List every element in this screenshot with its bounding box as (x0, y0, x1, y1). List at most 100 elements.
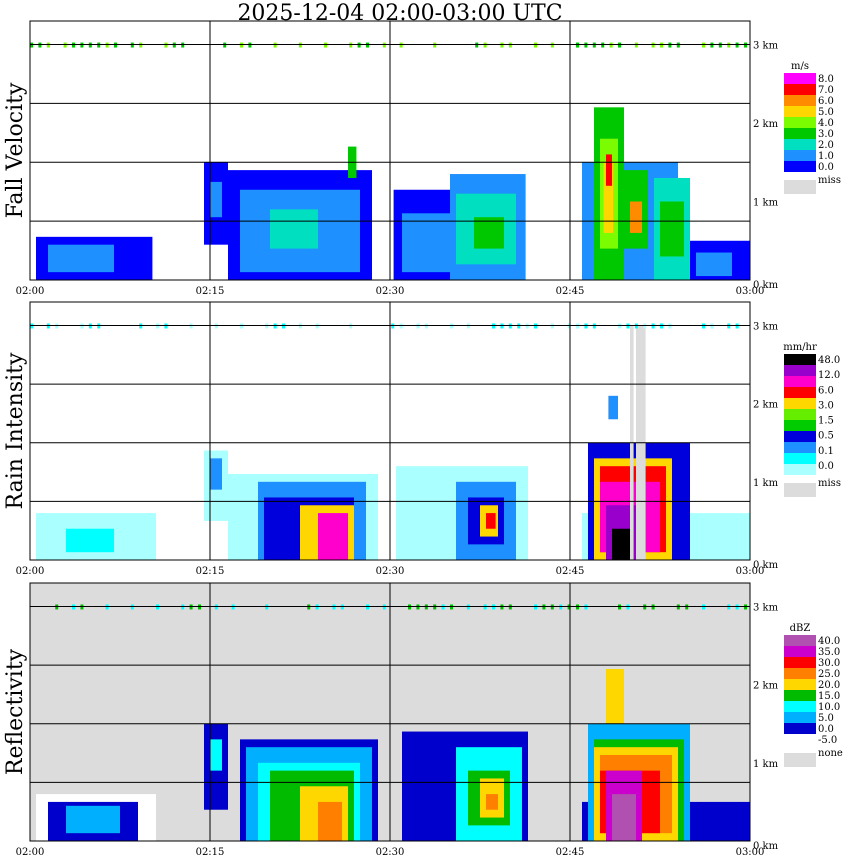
legend-swatch (784, 464, 816, 475)
legend-level-label: 20.0 (818, 680, 840, 691)
legend-level-label: 3.0 (818, 400, 834, 411)
legend: m/s 8.07.06.05.04.03.02.01.00.0 miss (784, 61, 841, 194)
legend-level-label: 1.5 (818, 416, 834, 427)
legend-swatch (784, 376, 816, 387)
legend-swatch (784, 431, 816, 442)
legend-swatch (784, 442, 816, 453)
legend-swatch (784, 128, 816, 139)
legend-level-label: 0.0 (818, 461, 834, 472)
panel-frame (29, 582, 751, 842)
legend-swatch (784, 635, 816, 646)
data-cell (474, 217, 504, 249)
legend-level-label: 6.0 (818, 385, 834, 396)
legend-level-label: 40.0 (818, 636, 840, 647)
legend-level-label: 8.0 (818, 74, 834, 85)
y-tick-label: 1 km (753, 198, 779, 209)
data-cell (612, 794, 636, 841)
x-tick-label: 02:00 (16, 847, 45, 858)
y-axis-label: Reflectivity (3, 648, 28, 775)
legend: dBZ 40.035.030.025.020.015.010.05.00.0-5.… (784, 623, 843, 767)
y-tick-label: 3 km (753, 602, 779, 613)
legend-swatch (784, 95, 816, 106)
y-tick-label: 2 km (753, 119, 779, 130)
legend-missing-swatch (784, 483, 816, 497)
legend-level-label: 0.0 (818, 724, 834, 735)
legend-level-label: 30.0 (818, 658, 840, 669)
data-cell (606, 669, 624, 724)
legend-unit: dBZ (790, 623, 811, 634)
x-tick-label: 03:00 (736, 286, 765, 297)
data-cell (603, 162, 614, 233)
x-tick-label: 02:15 (196, 847, 225, 858)
x-tick-label: 02:45 (556, 566, 585, 577)
legend-swatch (784, 150, 816, 161)
y-tick-label: 2 km (753, 400, 779, 411)
legend-swatch (784, 657, 816, 668)
x-tick-label: 02:15 (196, 286, 225, 297)
legend-level-label: 12.0 (818, 370, 840, 381)
legend-swatch (784, 117, 816, 128)
legend-swatch (784, 354, 816, 365)
legend-unit: mm/hr (783, 342, 817, 353)
legend-level-label: 2.0 (818, 140, 834, 151)
data-cell (210, 458, 222, 490)
legend-level-label: -5.0 (818, 735, 837, 746)
legend-level-label: 7.0 (818, 85, 834, 96)
y-tick-label: 1 km (753, 478, 779, 489)
legend-missing-label: miss (818, 478, 841, 489)
data-cell (486, 513, 496, 529)
data-cell (486, 794, 498, 810)
legend-swatch (784, 453, 816, 464)
legend-missing-swatch (784, 180, 816, 194)
x-tick-label: 02:30 (376, 566, 405, 577)
data-cell (660, 201, 684, 257)
y-tick-label: 3 km (753, 321, 779, 332)
legend-swatch (784, 712, 816, 723)
legend-swatch (784, 701, 816, 712)
legend-level-label: 48.0 (818, 355, 840, 366)
legend-level-label: 1.0 (818, 151, 834, 162)
legend-swatch (784, 106, 816, 117)
data-cell (66, 805, 120, 834)
y-tick-label: 3 km (753, 41, 779, 52)
y-tick-label: 0 km (753, 841, 779, 852)
y-tick-label: 0 km (753, 560, 779, 571)
legend-level-label: 6.0 (818, 96, 834, 107)
data-cell (318, 513, 348, 560)
legend-swatch (784, 690, 816, 701)
data-cell (612, 528, 630, 560)
data-cell (48, 244, 114, 273)
y-tick-label: 2 km (753, 681, 779, 692)
panel-1: 02:00 02:15 02:30 02:45 03:000 km 1 km 2 km 3 k… (3, 20, 841, 297)
legend-unit: m/s (791, 61, 809, 72)
data-cell (608, 395, 618, 420)
legend-swatch (784, 679, 816, 690)
x-tick-label: 03:00 (736, 847, 765, 858)
legend-swatch (784, 398, 816, 409)
x-tick-label: 02:45 (556, 286, 585, 297)
legend-swatch (784, 365, 816, 376)
legend-level-label: 10.0 (818, 702, 840, 713)
x-tick-label: 02:15 (196, 566, 225, 577)
legend-swatch (784, 84, 816, 95)
legend-level-label: 25.0 (818, 669, 840, 680)
legend-swatch (784, 161, 816, 172)
y-axis-label: Fall Velocity (3, 82, 28, 218)
legend-missing-swatch (784, 753, 816, 767)
data-cell (630, 201, 642, 233)
panel-2: 02:00 02:15 02:30 02:45 03:000 km 1 km 2 km 3 k… (3, 301, 841, 577)
legend-swatch (784, 668, 816, 679)
x-tick-label: 02:45 (556, 847, 585, 858)
legend-level-label: 15.0 (818, 691, 840, 702)
legend-level-label: 3.0 (818, 129, 834, 140)
legend-level-label: 4.0 (818, 118, 834, 129)
panel-frame (29, 20, 751, 281)
legend-level-label: 0.1 (818, 446, 834, 457)
legend-missing-label: none (818, 748, 843, 759)
legend-swatch (784, 409, 816, 420)
data-cell (606, 154, 612, 186)
y-axis-label: Rain Intensity (3, 352, 28, 509)
panel-frame (29, 301, 751, 561)
